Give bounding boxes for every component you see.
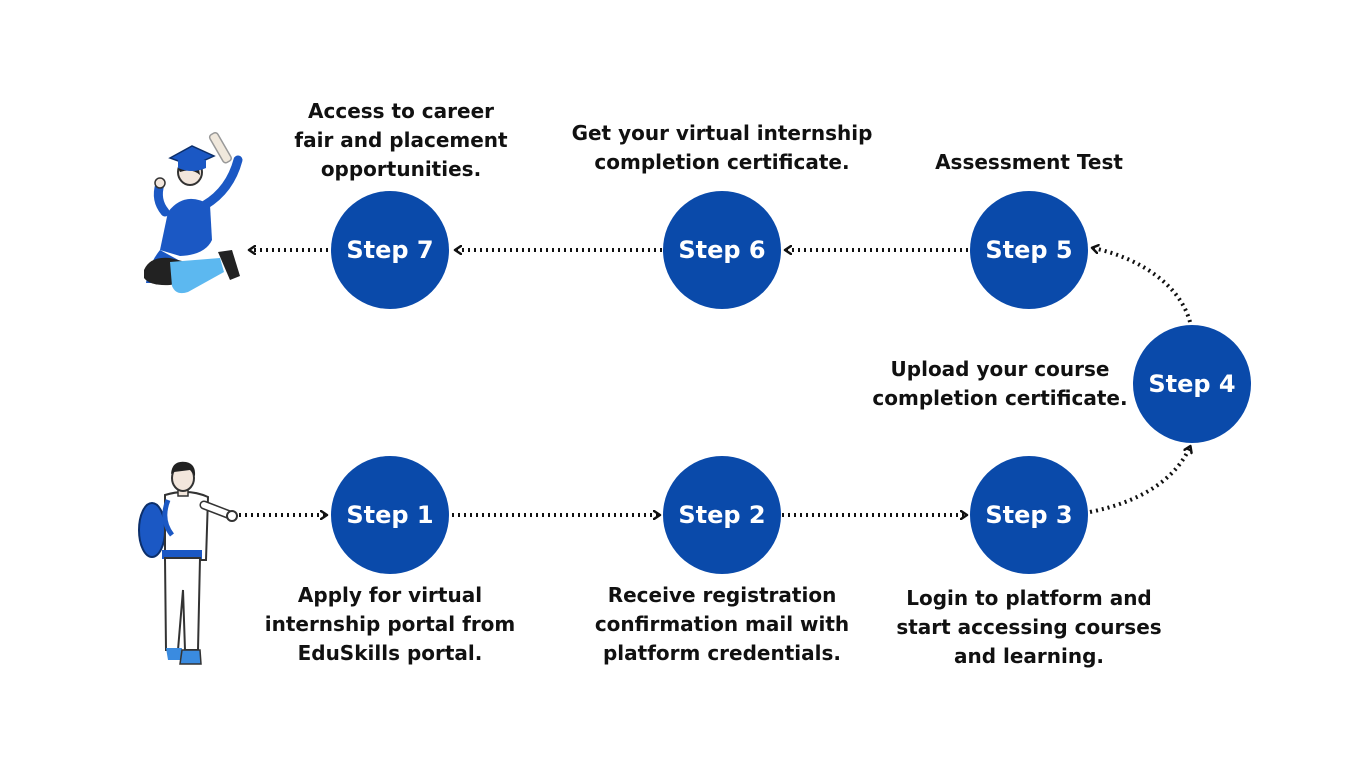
step-3-caption: Login to platform and start accessing co… <box>896 586 1162 668</box>
step-4-caption: Upload your course completion certificat… <box>872 357 1128 410</box>
step-5-circle: Step 5 <box>970 191 1088 309</box>
step-1-circle: Step 1 <box>331 456 449 574</box>
step-4-label: Step 4 <box>1148 370 1236 398</box>
step-5-caption: Assessment Test <box>935 150 1123 174</box>
step-6-caption: Get your virtual internship completion c… <box>571 121 873 174</box>
step-1-caption: Apply for virtual internship portal from… <box>264 583 516 665</box>
arrow-step4-to-step5 <box>1093 248 1192 323</box>
step-6-circle: Step 6 <box>663 191 781 309</box>
step-3-label: Step 3 <box>985 501 1073 529</box>
step-7-caption: Access to career fair and placement oppo… <box>294 99 508 181</box>
arrow-step3-to-step4 <box>1089 447 1190 514</box>
step-4-circle: Step 4 <box>1133 325 1251 443</box>
step-1-label: Step 1 <box>346 501 434 529</box>
step-2-circle: Step 2 <box>663 456 781 574</box>
step-7-label: Step 7 <box>346 236 434 264</box>
jumping-graduate-icon <box>144 131 243 294</box>
step-2-caption: Receive registration confirmation mail w… <box>594 583 850 665</box>
step-6-label: Step 6 <box>678 236 766 264</box>
step-2-label: Step 2 <box>678 501 766 529</box>
step-7-circle: Step 7 <box>331 191 449 309</box>
student-with-backpack-icon <box>138 461 238 665</box>
step-5-label: Step 5 <box>985 236 1073 264</box>
step-3-circle: Step 3 <box>970 456 1088 574</box>
